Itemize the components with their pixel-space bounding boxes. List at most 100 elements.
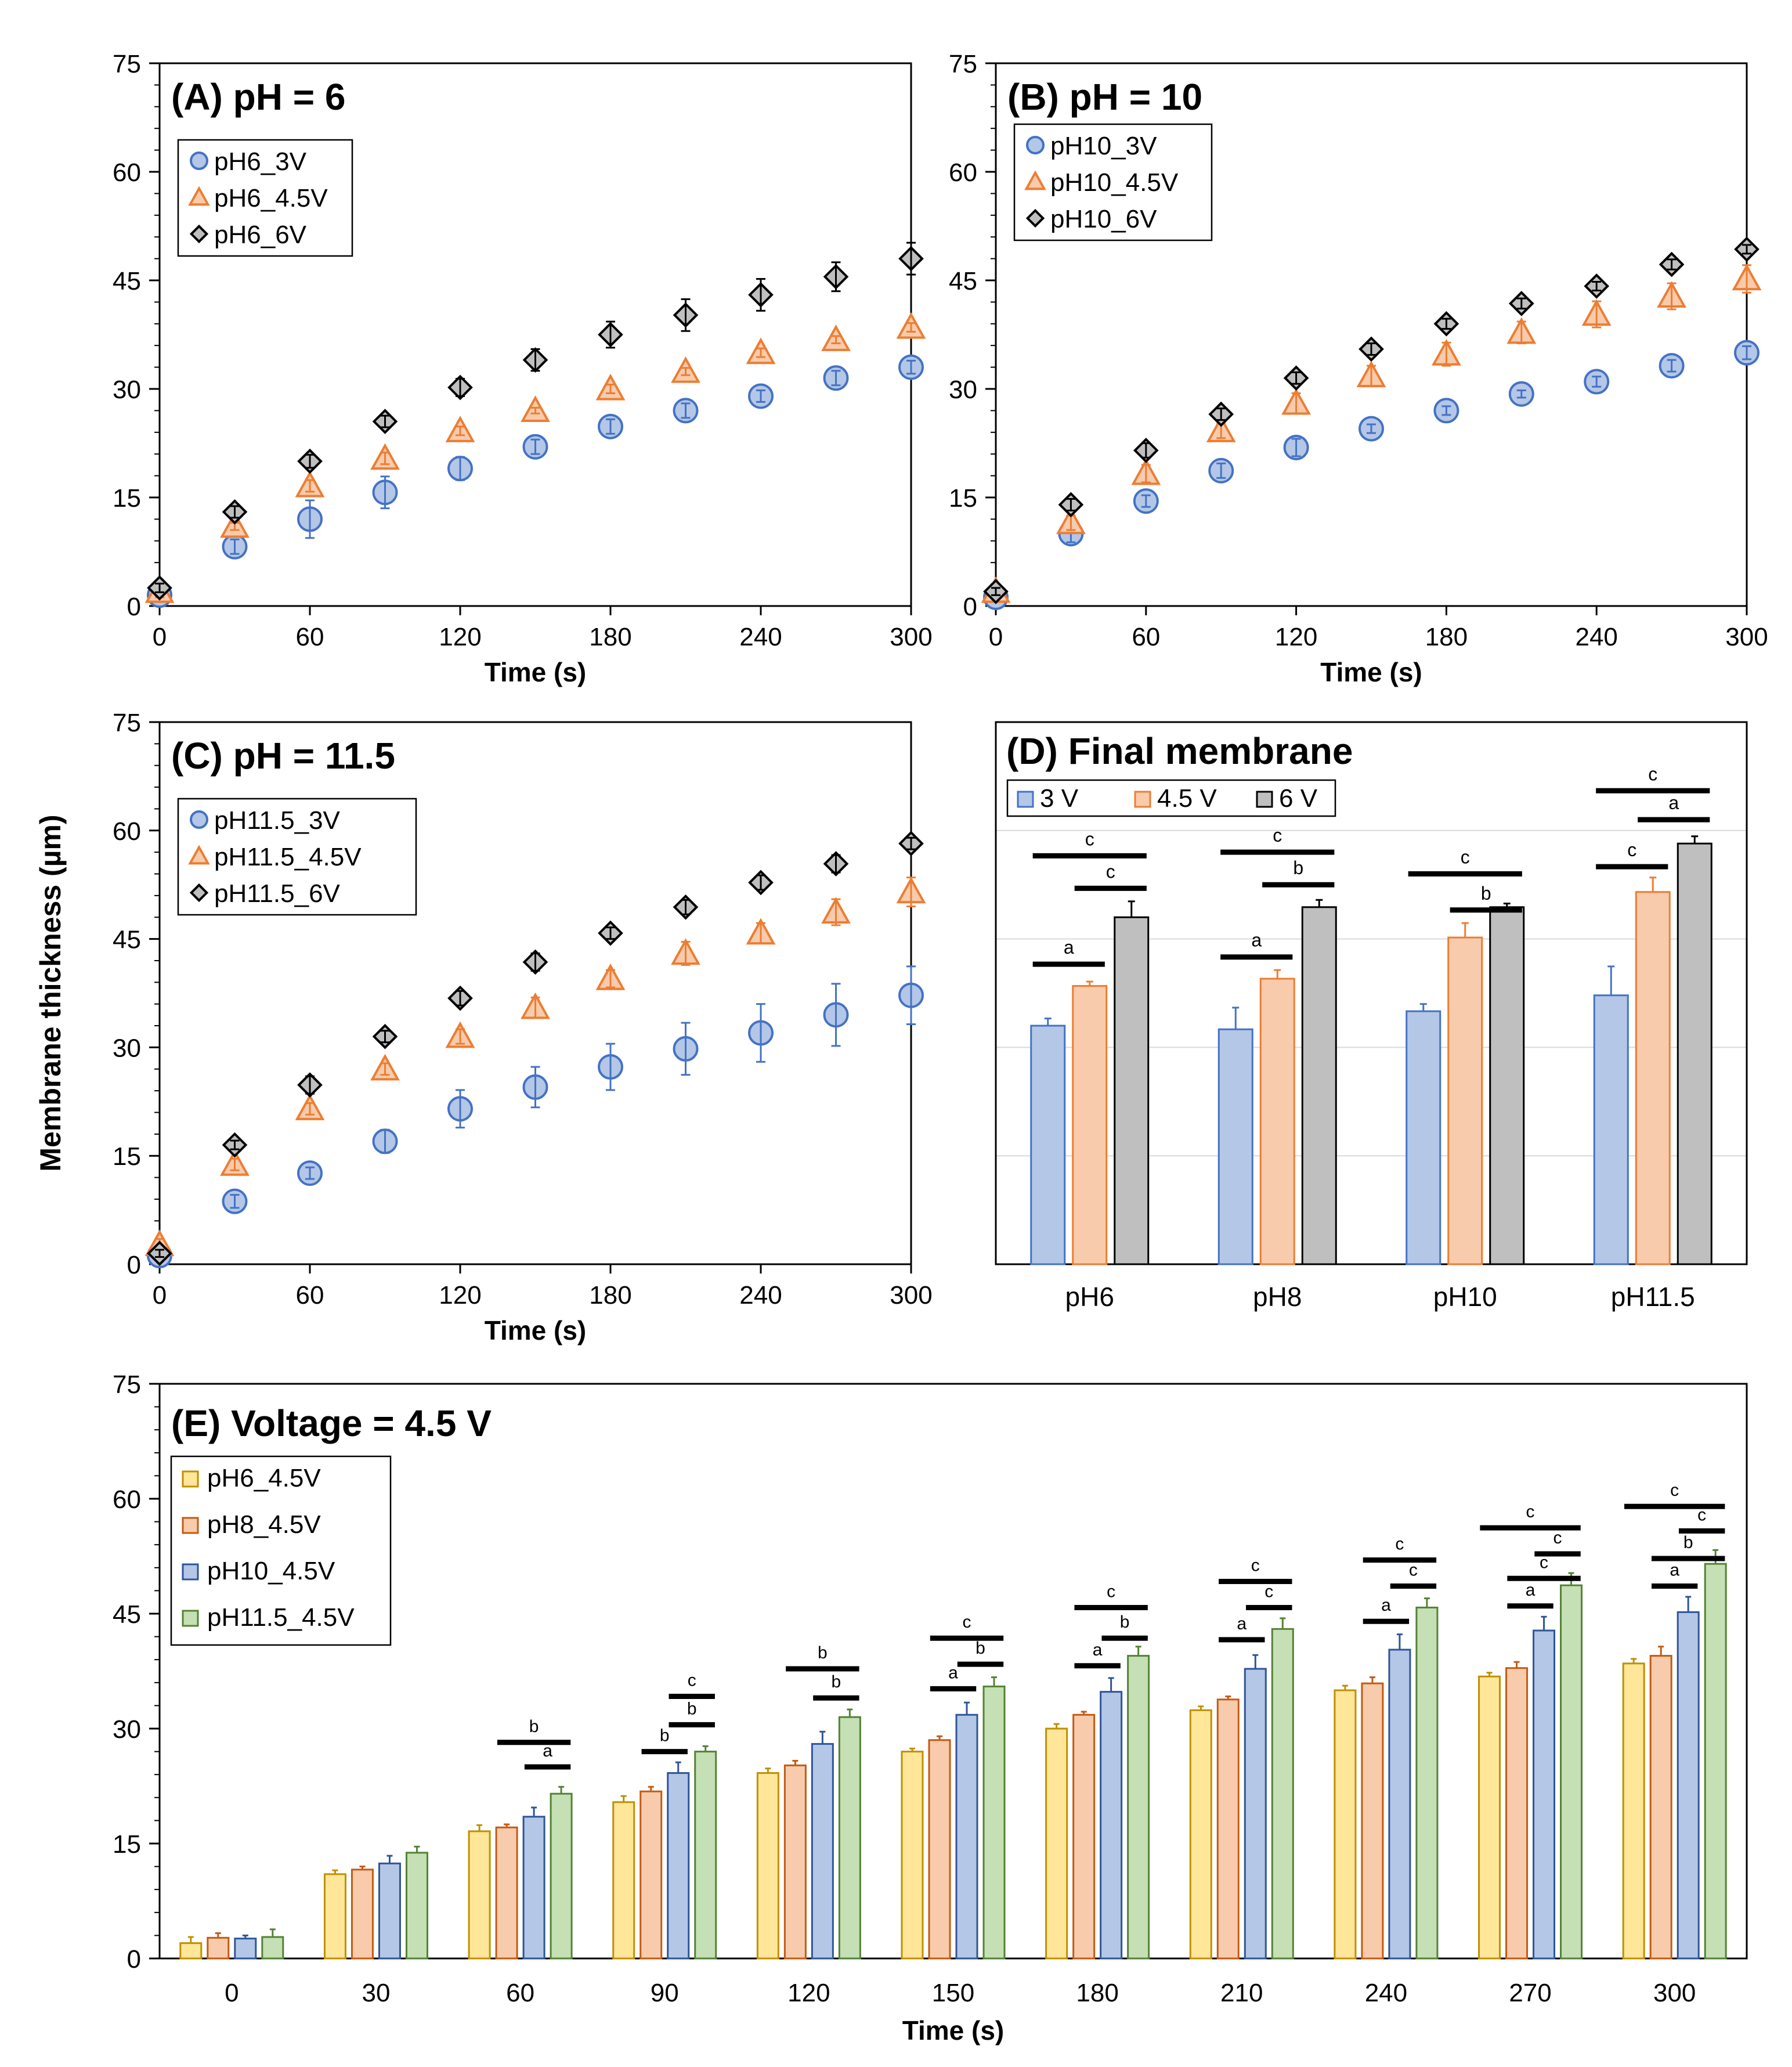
series-pH8_4.5V: [207, 1646, 1672, 1960]
x-tick-label: 240: [1365, 1979, 1407, 2007]
significance-label: b: [660, 1726, 670, 1745]
x-tick-label: 300: [890, 1281, 932, 1310]
significance-label: c: [1526, 1502, 1535, 1521]
x-tick-label: 60: [506, 1979, 534, 2007]
panel-title: (C) pH = 11.5: [171, 735, 395, 777]
panel-b-chart: 0 15 30 45 60 75 0 60 120 180 240 300 Time (s) (B) pH…: [949, 50, 1768, 687]
significance-label: c: [1395, 1535, 1404, 1554]
bar: [1301, 906, 1337, 1265]
panel-title: (A) pH = 6: [171, 76, 345, 118]
significance-label: a: [1668, 792, 1679, 813]
bar: [1334, 1689, 1357, 1960]
bar: [1244, 1668, 1267, 1960]
series-pH10_6V: [983, 236, 1760, 604]
significance-label: a: [1064, 937, 1074, 958]
legend-marker: [189, 883, 209, 903]
legend-label: 3 V: [1040, 784, 1079, 813]
plot-frame: [995, 721, 1748, 1265]
bar: [1271, 1628, 1294, 1960]
bar: [261, 1936, 284, 1960]
bar: [640, 1790, 663, 1960]
series-pH11.5_6V: [147, 831, 924, 1267]
x-tick-label: 180: [1425, 623, 1468, 651]
significance-label: c: [1264, 1582, 1273, 1601]
x-tick-label: pH6: [1065, 1282, 1114, 1312]
x-tick-label: pH11.5: [1611, 1282, 1695, 1312]
legend-box: [177, 798, 417, 916]
bar: [1388, 1648, 1411, 1960]
legend-marker: [190, 151, 208, 170]
x-tick-label: 150: [932, 1979, 974, 2007]
panel-title: (B) pH = 10: [1007, 76, 1202, 118]
legend-swatch: [182, 1610, 199, 1627]
x-axis-title: Time (s): [1320, 657, 1422, 687]
bar: [1361, 1682, 1384, 1960]
bar: [756, 1772, 779, 1960]
legend-swatch: [182, 1517, 199, 1534]
x-tick-label: 240: [1575, 623, 1617, 651]
bar: [1533, 1629, 1556, 1960]
legend-label: pH6_3V: [214, 147, 307, 176]
x-tick-label: 300: [890, 623, 932, 651]
bar: [1677, 1611, 1700, 1960]
bar: [928, 1739, 951, 1960]
legend-label: pH10_3V: [1050, 132, 1157, 160]
x-axis-title: Time (s): [485, 1315, 587, 1345]
significance-label: b: [1683, 1533, 1693, 1552]
bar: [495, 1826, 518, 1960]
x-tick-label: 0: [153, 1281, 167, 1310]
y-tick-label: 0: [963, 593, 977, 621]
x-tick-label: 120: [787, 1979, 830, 2007]
x-tick-label: 90: [651, 1979, 679, 2007]
significance-label: c: [1409, 1560, 1418, 1579]
significance-label: c: [1648, 763, 1657, 784]
legend-label: pH11.5_3V: [214, 806, 341, 835]
bar: [1114, 916, 1150, 1265]
x-axis-title: Time (s): [902, 2015, 1005, 2046]
significance-label: c: [1697, 1505, 1706, 1524]
significance-label: a: [1251, 930, 1262, 951]
legend-marker: [189, 224, 209, 244]
legend-label: pH10_6V: [1050, 205, 1157, 233]
significance-label: a: [1381, 1596, 1391, 1615]
legend-label: 6 V: [1279, 784, 1318, 813]
significance-label: c: [1553, 1528, 1562, 1547]
bar: [351, 1868, 374, 1960]
y-tick-label: 60: [113, 158, 141, 187]
y-tick-label: 75: [113, 1370, 141, 1399]
bar: [901, 1751, 924, 1960]
significance-label: b: [529, 1717, 539, 1736]
bar: [1100, 1691, 1123, 1960]
y-tick-label: 45: [113, 1600, 141, 1629]
significance-label: c: [1107, 1582, 1115, 1601]
legend-label: pH6_4.5V: [214, 184, 328, 212]
x-tick-label: 120: [439, 623, 481, 651]
y-tick-label: 15: [113, 1830, 141, 1859]
x-tick-label: 300: [1653, 1979, 1696, 2007]
y-tick-label: 0: [127, 1251, 141, 1279]
x-tick-label: 300: [1725, 623, 1768, 651]
significance-label: c: [1273, 825, 1282, 846]
bar: [1189, 1709, 1212, 1960]
legend-label: pH11.5_4.5V: [214, 843, 362, 871]
significance-label: c: [1106, 861, 1115, 882]
legend-label: pH6_6V: [214, 221, 307, 249]
significance-label: c: [1085, 828, 1094, 849]
bar: [1045, 1727, 1068, 1960]
legend-marker: [1025, 208, 1045, 228]
legend-swatch: [1134, 791, 1151, 808]
panel-title: (E) Voltage = 4.5 V: [171, 1402, 492, 1444]
series-pH6_3V: [147, 354, 924, 608]
significance-label: a: [543, 1741, 552, 1761]
legend-marker: [1024, 170, 1046, 190]
bar: [1649, 1655, 1672, 1960]
y-tick-label: 45: [949, 267, 977, 295]
x-tick-label: 60: [296, 623, 324, 651]
bar: [1259, 977, 1295, 1265]
series-pH10_3V: [983, 340, 1760, 611]
y-tick-label: 15: [113, 1142, 141, 1171]
legend-box: [1006, 779, 1336, 817]
significance-label: b: [1481, 883, 1491, 904]
